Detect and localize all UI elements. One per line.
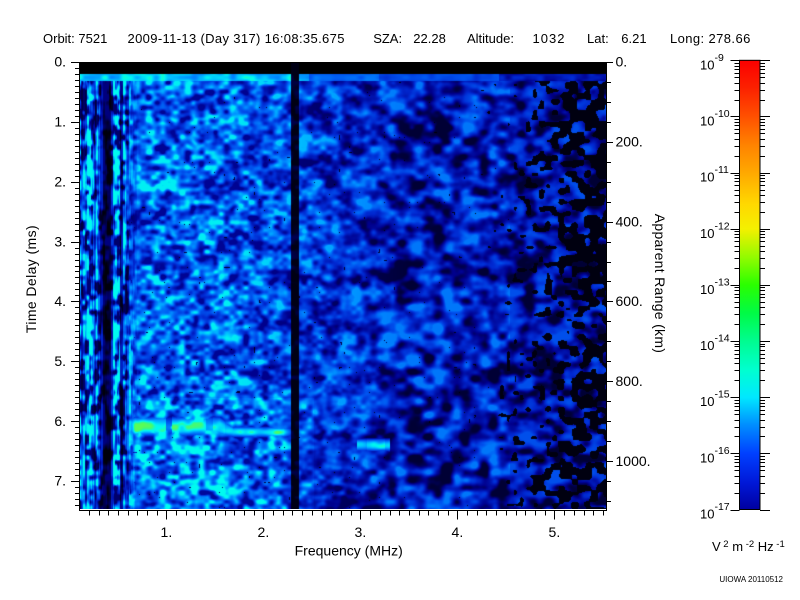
svg-text:10-10: 10-10 (700, 108, 730, 128)
svg-text:1000.: 1000. (616, 453, 651, 469)
svg-text:7.: 7. (54, 473, 66, 489)
svg-text:Time Delay (ms): Time Delay (ms) (23, 225, 39, 333)
svg-text:200.: 200. (616, 134, 643, 150)
svg-text:Altitude:: Altitude: (467, 31, 514, 46)
svg-text:1.: 1. (161, 524, 173, 540)
svg-text:10-14: 10-14 (700, 333, 730, 354)
svg-text:Apparent Range (km): Apparent Range (km) (652, 214, 668, 354)
svg-text:5.: 5. (549, 524, 561, 540)
svg-text:6.21: 6.21 (621, 31, 646, 46)
svg-text:V 2 m -2 Hz -1: V 2 m -2 Hz -1 (712, 539, 785, 554)
svg-text:22.28: 22.28 (413, 31, 446, 46)
svg-text:4.: 4. (54, 293, 66, 309)
svg-text:SZA:: SZA: (373, 31, 402, 46)
svg-text:10-17: 10-17 (700, 501, 730, 522)
svg-text:10-16: 10-16 (700, 445, 730, 466)
svg-text:0.: 0. (54, 54, 66, 70)
svg-text:5.: 5. (54, 353, 66, 369)
svg-text:3.: 3. (54, 233, 66, 249)
svg-text:10-12: 10-12 (700, 220, 730, 241)
svg-text:2.: 2. (258, 524, 270, 540)
svg-text:1032: 1032 (533, 31, 566, 46)
svg-text:Orbit: 7521: Orbit: 7521 (43, 31, 107, 46)
svg-text:UIOWA 20110512: UIOWA 20110512 (719, 575, 783, 584)
svg-text:10-11: 10-11 (700, 164, 729, 185)
svg-text:3.: 3. (355, 524, 367, 540)
svg-text:400.: 400. (616, 213, 643, 229)
svg-text:10-13: 10-13 (700, 276, 730, 297)
svg-text:0.: 0. (616, 54, 628, 70)
svg-text:600.: 600. (616, 293, 643, 309)
svg-text:4.: 4. (452, 524, 464, 540)
svg-text:2009-11-13 (Day 317) 16:08:35.: 2009-11-13 (Day 317) 16:08:35.675 (128, 31, 345, 46)
svg-text:2.: 2. (54, 173, 66, 189)
svg-text:10-9: 10-9 (700, 52, 724, 73)
svg-text:Lat:: Lat: (587, 31, 609, 46)
svg-text:800.: 800. (616, 373, 643, 389)
svg-text:Long: 278.66: Long: 278.66 (670, 31, 751, 46)
svg-text:Frequency (MHz): Frequency (MHz) (295, 543, 403, 559)
svg-text:10-15: 10-15 (700, 389, 730, 410)
svg-text:6.: 6. (54, 413, 66, 429)
svg-text:1.: 1. (54, 114, 66, 130)
